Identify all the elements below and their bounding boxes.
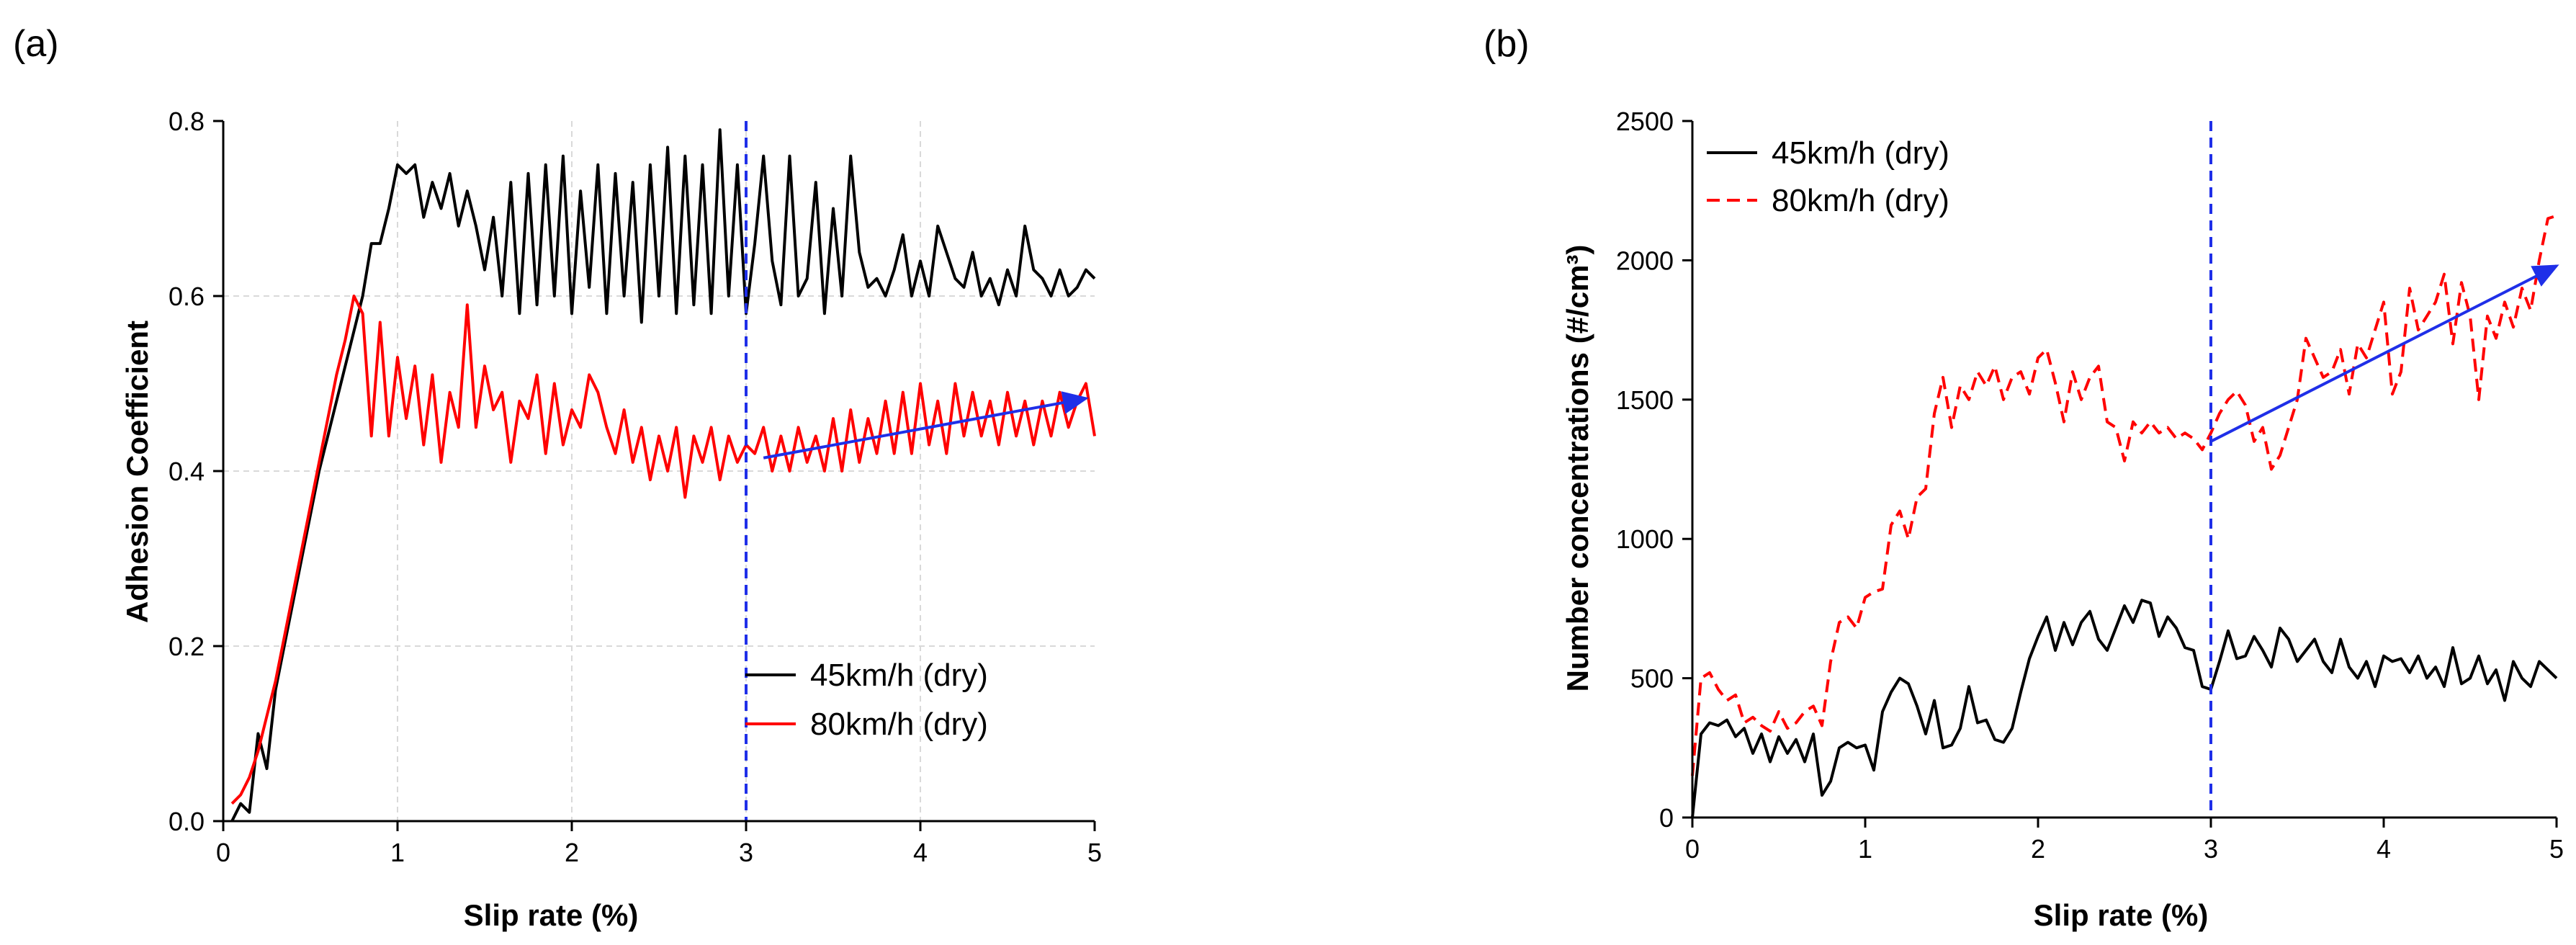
y-tick-label-b-1: 500: [1630, 664, 1674, 694]
x-axis-title-a: Slip rate (%): [464, 898, 639, 932]
x-tick-label-b-0: 0: [1685, 834, 1700, 864]
x-axis-title-b: Slip rate (%): [2034, 898, 2209, 932]
legend-label-a-0: 45km/h (dry): [810, 658, 988, 693]
x-tick-label-b-5: 5: [2549, 834, 2564, 864]
series-line-a-1: [230, 295, 1096, 805]
axes-b: 0 1 2 3 4 5 0 500 1000 1500 2000 2500: [1616, 107, 2564, 864]
panel-label-b: (b): [1484, 23, 1530, 65]
chart-panel-b: (b) 0 1 2 3 4 5 0 500 1000 1500 2000 2500 Slip rate…: [1484, 23, 2564, 932]
y-tick-label-a-2: 0.4: [169, 457, 205, 486]
x-tick-label-a-4: 4: [913, 838, 928, 867]
legend-label-a-1: 80km/h (dry): [810, 707, 988, 742]
y-tick-label-b-5: 2500: [1616, 107, 1674, 136]
y-tick-label-a-1: 0.2: [169, 632, 205, 661]
y-axis-title-a: Adhesion Coefficient: [120, 321, 154, 623]
y-tick-label-b-2: 1000: [1616, 524, 1674, 554]
y-axis-title-b: Number concentrations (#/cm³): [1561, 245, 1594, 692]
x-tick-label-b-2: 2: [2031, 834, 2045, 864]
series-line-a-0: [230, 128, 1096, 822]
y-tick-label-b-4: 2000: [1616, 246, 1674, 275]
series-lines-b: [1691, 121, 2559, 818]
x-tick-label-b-4: 4: [2377, 834, 2391, 864]
y-tick-label-b-3: 1500: [1616, 385, 1674, 415]
panel-label-a: (a): [13, 23, 59, 65]
x-tick-label-a-1: 1: [390, 838, 405, 867]
trend-arrow-b: [2210, 264, 2559, 443]
x-tick-label-a-3: 3: [739, 838, 753, 867]
legend-a: 45km/h (dry) 80km/h (dry): [745, 658, 988, 742]
series-line-b-0: [1691, 599, 2558, 818]
chart-panel-a: (a) 0 1 2 3 4 50.00.20.40.60.8 Slip rate (%) …: [13, 23, 1102, 932]
x-tick-label-a-0: 0: [216, 838, 230, 867]
y-tick-label-a-4: 0.8: [169, 107, 205, 136]
axes-a: 0 1 2 3 4 5 0.0 0.2 0.4 0.6 0.8: [169, 107, 1102, 867]
x-tick-label-a-5: 5: [1087, 838, 1102, 867]
trend-arrow-a: [763, 391, 1089, 460]
x-tick-label-b-1: 1: [1858, 834, 1872, 864]
y-tick-label-a-0: 0.0: [169, 807, 205, 836]
legend-b: 45km/h (dry) 80km/h (dry): [1707, 135, 1949, 218]
legend-label-b-1: 80km/h (dry): [1772, 183, 1949, 218]
series-line-b-1: [1691, 214, 2557, 776]
y-tick-label-b-0: 0: [1659, 803, 1674, 833]
legend-label-b-0: 45km/h (dry): [1772, 135, 1949, 171]
x-tick-label-b-3: 3: [2204, 834, 2218, 864]
series-lines-a: [230, 121, 1096, 822]
x-tick-label-a-2: 2: [565, 838, 579, 867]
y-tick-label-a-3: 0.6: [169, 282, 205, 311]
